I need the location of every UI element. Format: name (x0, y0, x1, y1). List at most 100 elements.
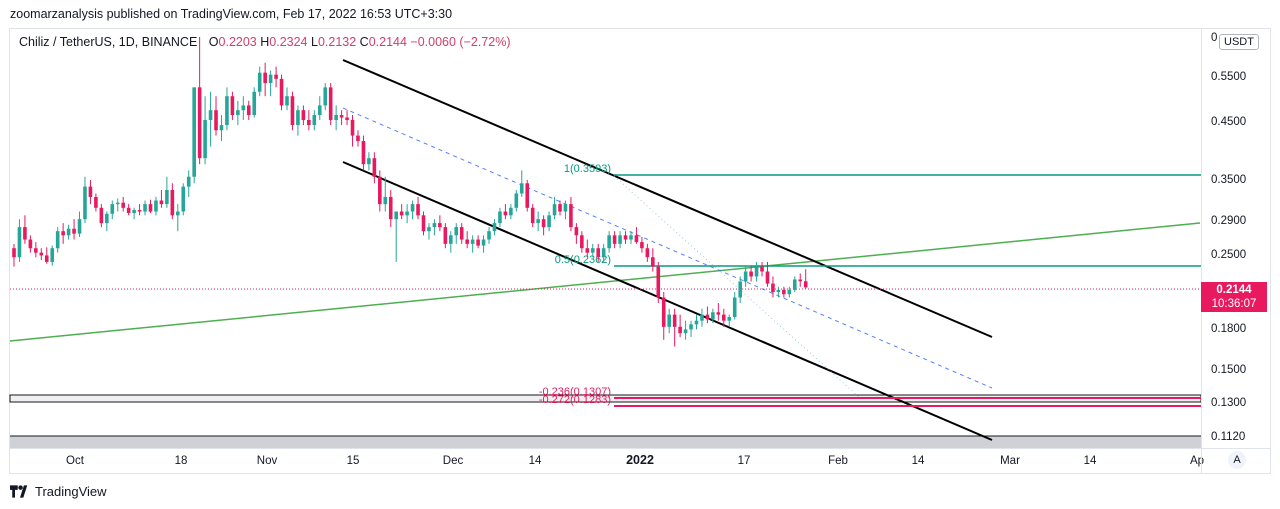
candle-body (241, 105, 246, 111)
candle-body (345, 117, 349, 120)
candle-body (28, 239, 33, 249)
time-tick-label: Nov (257, 455, 278, 467)
fib-level-label: -0.236(0.1307) (539, 386, 611, 398)
candle-body (312, 115, 317, 126)
price-tick-label: 0.4500 (1211, 116, 1246, 128)
candle-body (230, 96, 235, 116)
candle-body (44, 255, 49, 262)
candle-body (394, 211, 398, 220)
candle-body (115, 202, 120, 205)
candle-body (132, 210, 136, 214)
candle-body (17, 227, 22, 258)
time-tick-label: Feb (828, 455, 848, 467)
candle-body (459, 227, 464, 240)
symbol-legend[interactable]: Chiliz / TetherUS, 1D, BINANCE O0.2203 H… (19, 35, 510, 49)
candle-body (197, 87, 202, 159)
candle-body (121, 202, 125, 208)
candle-body (410, 204, 415, 212)
candle-body (34, 248, 38, 253)
time-tick-label: 14 (1084, 455, 1097, 467)
candle-body (143, 204, 147, 212)
high-value: 0.2324 (269, 35, 308, 49)
candle-body (536, 219, 540, 224)
candle-body (787, 289, 792, 295)
candle-body (738, 281, 742, 298)
candle-body (580, 235, 584, 249)
candle-body (596, 248, 601, 258)
candle-body (732, 297, 737, 318)
candle-body (399, 211, 404, 216)
candle-body (83, 186, 87, 220)
time-tick-label: 17 (738, 455, 751, 467)
auto-scale-button[interactable]: A (1228, 451, 1246, 469)
symbol-name: Chiliz / TetherUS, 1D, BINANCE (19, 35, 198, 49)
candle-body (378, 176, 382, 205)
candle-body (749, 271, 753, 277)
candle-body (148, 204, 153, 212)
candle-body (443, 227, 448, 244)
channel-midline (342, 107, 993, 389)
candle-body (186, 176, 191, 187)
candle-body (722, 314, 726, 321)
candle-body (126, 207, 131, 214)
candle-body (694, 320, 699, 325)
candle-body (569, 204, 573, 228)
footer-brand[interactable]: TradingView (10, 484, 107, 499)
candle-body (257, 72, 262, 92)
open-value: 0.2203 (218, 35, 257, 49)
candle-body (110, 204, 115, 214)
candle-body (634, 235, 639, 243)
currency-button[interactable]: USDT (1219, 34, 1259, 50)
candle-body (208, 110, 213, 120)
candle-body (339, 115, 344, 118)
time-tick-label: 15 (347, 455, 360, 467)
candle-body (672, 314, 677, 327)
candle-body (361, 141, 366, 165)
chart-frame (9, 28, 1271, 474)
candle-body (279, 78, 284, 106)
candle-body (246, 105, 251, 116)
candle-body (181, 186, 186, 212)
candle-body (530, 207, 535, 224)
candle-body (268, 74, 273, 84)
price-tick-label: 0.1800 (1211, 323, 1246, 335)
publisher-line: zoomarzanalysis published on TradingView… (10, 7, 453, 21)
candle-body (678, 326, 682, 334)
candle-body (307, 120, 311, 126)
candle-body (705, 314, 710, 320)
candle-body (421, 215, 426, 232)
candle-body (558, 204, 562, 212)
price-tick-label: 0.5500 (1211, 71, 1246, 83)
candle-body (727, 317, 732, 321)
price-tick-label: 0.1120 (1211, 431, 1245, 443)
price-tick-label: 0.2900 (1211, 215, 1246, 227)
candle-body (66, 228, 71, 236)
price-tick-label: 0.2500 (1211, 249, 1246, 261)
candle-body (667, 314, 671, 327)
candle-body (629, 235, 633, 240)
candle-body (23, 227, 27, 240)
candle-body (711, 312, 715, 320)
candle-body (476, 239, 480, 246)
low-value: 0.2132 (317, 35, 357, 49)
candle-body (782, 289, 786, 295)
brand-name: TradingView (35, 484, 107, 499)
candle-body (776, 289, 781, 293)
candle-body (656, 266, 661, 298)
candle-body (514, 193, 519, 208)
candle-body (454, 227, 459, 236)
candle-body (214, 110, 218, 131)
candle-body (700, 314, 704, 321)
last-price-tag: 0.2144 10:36:07 (1201, 282, 1267, 312)
change-value: −0.0060 (−2.72%) (410, 35, 511, 49)
candle-body (470, 239, 475, 244)
channel-lower-line (342, 161, 993, 441)
candle-body (716, 312, 721, 315)
candle-body (61, 231, 65, 236)
candle-body (77, 219, 82, 234)
candle-body (372, 158, 377, 177)
candle-body (159, 200, 164, 205)
candle-body (623, 235, 628, 240)
candle-body (803, 281, 808, 288)
